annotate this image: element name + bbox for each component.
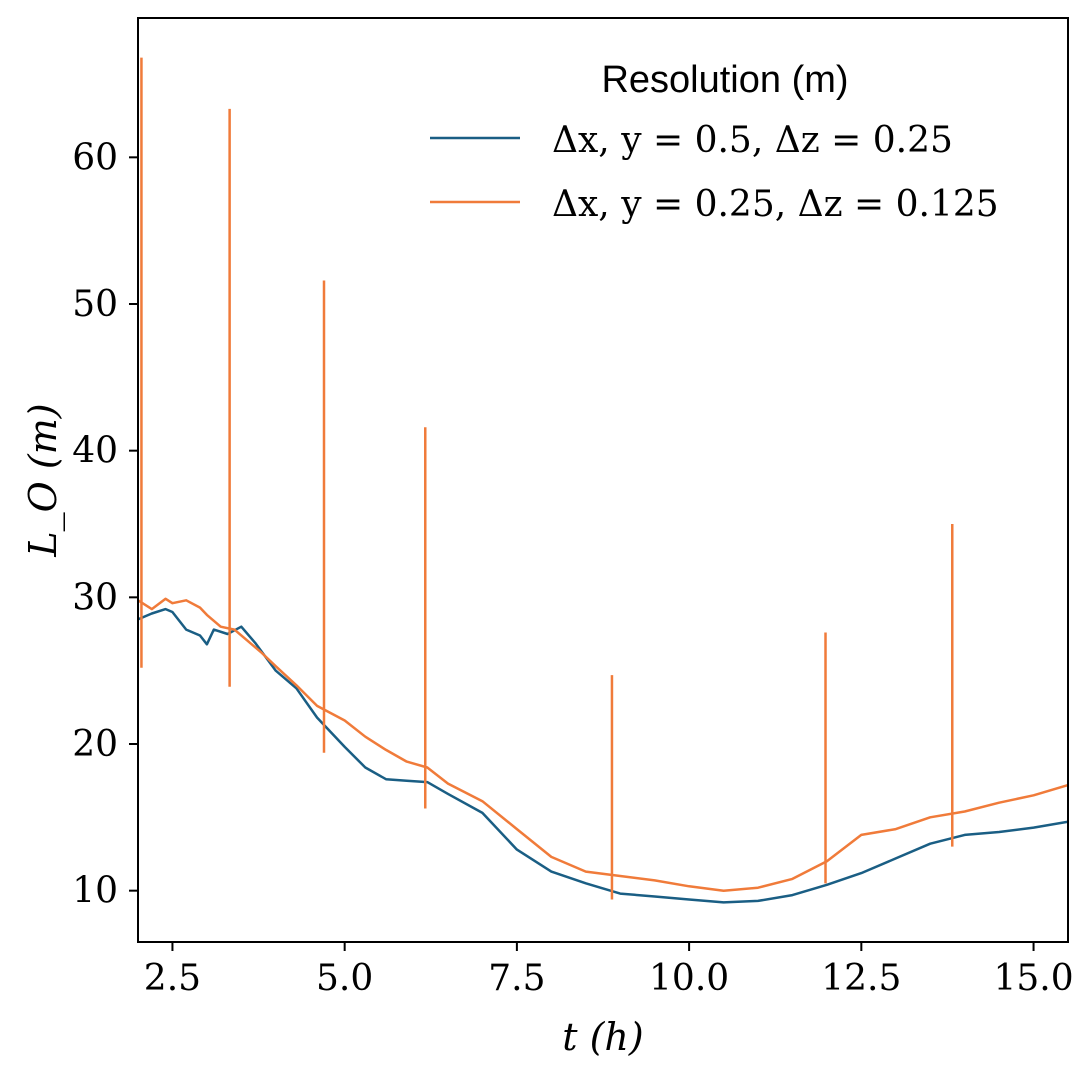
y-tick-label: 10 (72, 871, 118, 912)
x-axis-label: t (h) (562, 1015, 643, 1059)
y-axis-label: L_O (m) (21, 403, 66, 557)
y-tick-label: 40 (72, 431, 118, 472)
y-tick-label: 20 (72, 724, 118, 765)
x-axis-ticks: 2.5 5.0 7.5 10.0 12.5 15.0 (144, 942, 1074, 999)
axes-frame (137, 17, 1069, 943)
y-tick-label: 50 (72, 284, 118, 325)
y-tick-label: 30 (72, 577, 118, 618)
x-tick-label: 5.0 (316, 958, 373, 999)
legend-label-series-1: Δx, y = 0.5, Δz = 0.25 (552, 120, 953, 161)
plot-area (138, 57, 1068, 904)
series-line-1 (138, 607, 1068, 904)
legend-label-series-2: Δx, y = 0.25, Δz = 0.125 (552, 184, 999, 225)
y-axis-ticks: 10 20 30 40 50 60 (72, 137, 138, 912)
x-tick-label: 12.5 (821, 958, 901, 999)
x-tick-label: 15.0 (993, 958, 1073, 999)
legend: Resolution (m) Δx, y = 0.5, Δz = 0.25 Δx… (430, 59, 999, 225)
series-line-2 (138, 597, 1068, 892)
legend-title: Resolution (m) (601, 59, 848, 101)
x-tick-label: 7.5 (488, 958, 545, 999)
x-tick-label: 10.0 (649, 958, 729, 999)
x-tick-label: 2.5 (144, 958, 201, 999)
y-tick-label: 60 (72, 137, 118, 178)
